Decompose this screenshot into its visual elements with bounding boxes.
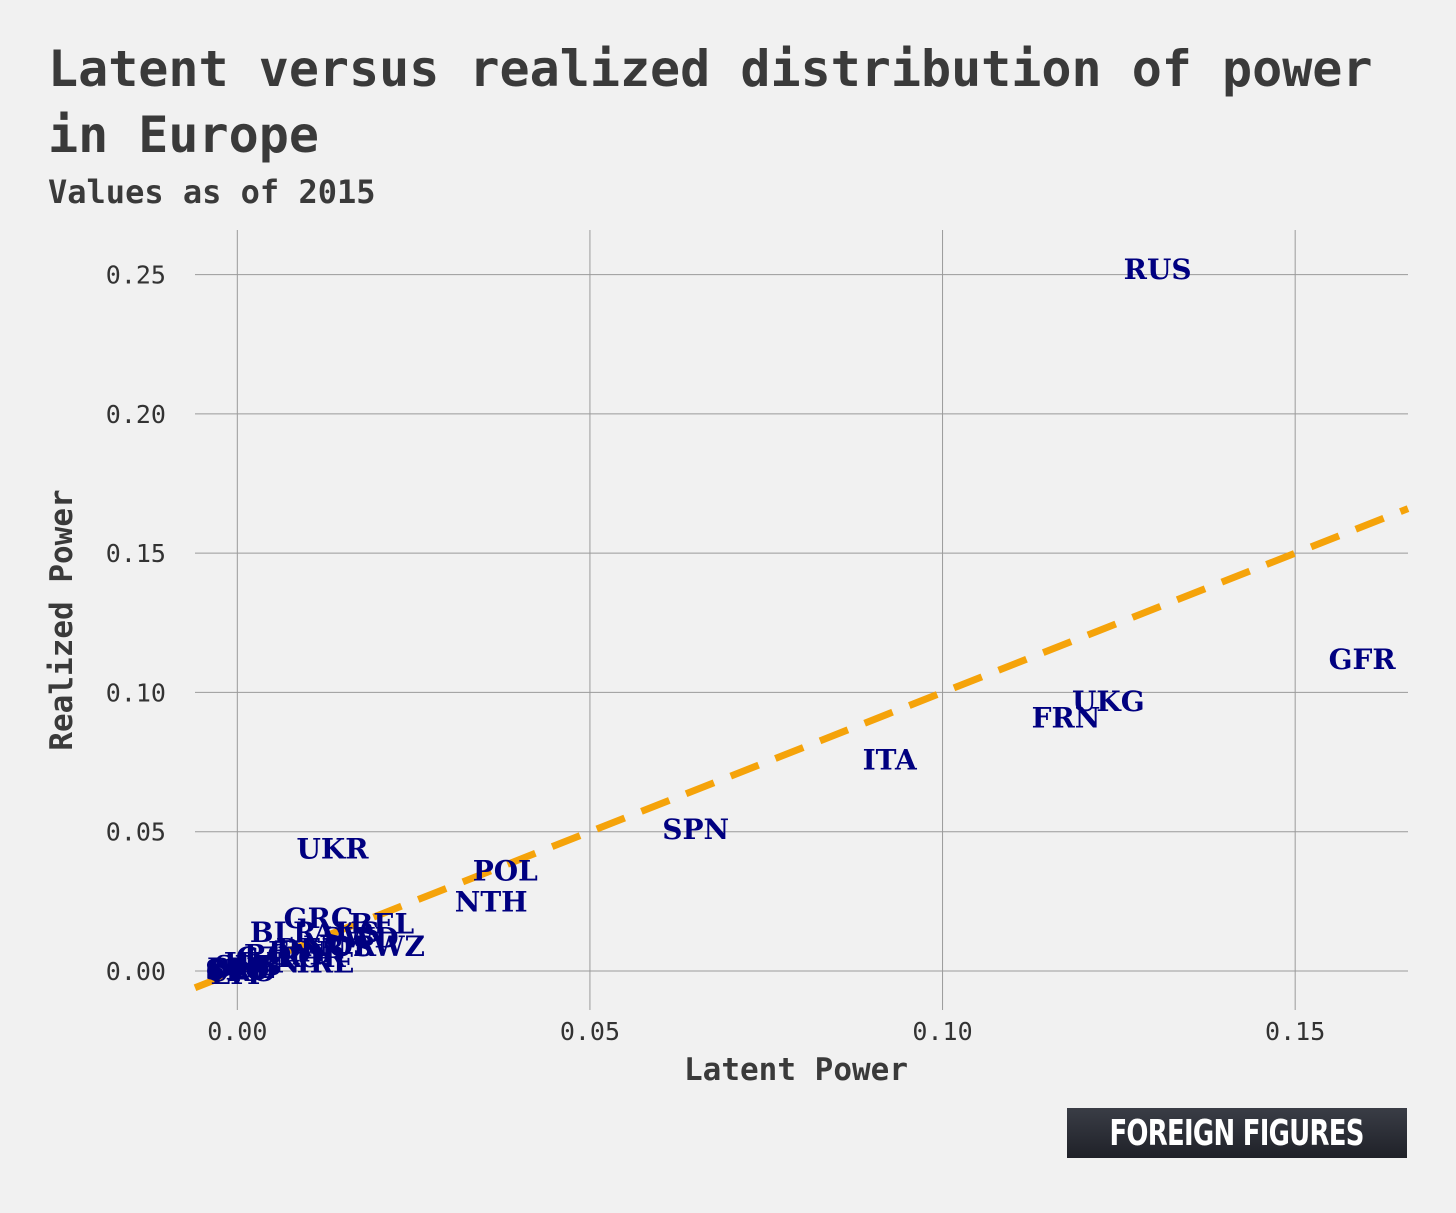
y-tick-label: 0.05 [106, 818, 166, 847]
point-label-aus: AUS [312, 916, 379, 949]
point-label-cro: CRO [206, 955, 276, 988]
point-label-czr: CZR [236, 941, 303, 974]
point-label-ukg: UKG [1072, 685, 1145, 718]
y-tick-label: 0.10 [106, 678, 166, 707]
x-tick-label: 0.00 [207, 1017, 267, 1046]
point-label-spn: SPN [662, 813, 729, 846]
point-label-ire: IRE [297, 947, 355, 980]
y-tick-label: 0.20 [106, 400, 166, 429]
point-label-den: DEN [276, 933, 347, 966]
point-label-rus: RUS [1124, 253, 1192, 286]
y-axis-title: Realized Power [44, 489, 80, 750]
chart-subtitle: Values as of 2015 [48, 173, 376, 211]
point-label-bel: BEL [350, 908, 415, 941]
point-label-rom: ROM [244, 938, 323, 971]
point-label-fin: FIN [268, 936, 327, 969]
reference-line-layer [193, 505, 1410, 991]
grid [195, 230, 1408, 1010]
point-label-gfr: GFR [1329, 643, 1397, 676]
point-label-slo: SLO [205, 954, 269, 987]
point-label-por: POR [277, 941, 346, 974]
point-label-pol: POL [473, 855, 538, 888]
point-label-frn: FRN [1032, 702, 1101, 735]
y-tick-label: 0.15 [106, 539, 166, 568]
point-label-swz: SWZ [353, 930, 425, 963]
point-label-blr: BLR [250, 916, 317, 949]
point-label-bul: BUL [207, 952, 275, 985]
x-axis-title: Latent Power [684, 1052, 908, 1088]
y-tick-label: 0.25 [106, 261, 166, 290]
point-label-lit: LIT [211, 958, 265, 991]
reference-line-y-equals-x [193, 505, 1410, 991]
x-tick-label: 0.10 [912, 1017, 972, 1046]
point-label-nor: NOR [303, 930, 377, 963]
x-tick-label: 0.15 [1265, 1017, 1325, 1046]
point-label-nth: NTH [455, 885, 528, 918]
point-labels: RUSGFRUKGFRNITASPNUKRPOLNTHGRCBELBLRAUSS… [205, 253, 1396, 991]
logo-text: FOREIGN FIGURES [1109, 1112, 1365, 1154]
point-label-ukr: UKR [297, 832, 370, 865]
point-label-hun: HUN [224, 947, 300, 980]
tick-labels: 0.00 0.05 0.10 0.15 0.00 0.05 0.10 0.15 0.20 0.25 [106, 261, 1325, 1046]
point-label-swd: SWD [323, 922, 399, 955]
x-tick-label: 0.05 [560, 1017, 620, 1046]
foreign-figures-logo: FOREIGN FIGURES [1067, 1108, 1407, 1158]
point-label-ita: ITA [863, 743, 918, 776]
point-label-grc: GRC [284, 902, 353, 935]
point-label-srb: SRB [214, 949, 281, 982]
chart-title: Latent versus realized distribution of p… [48, 40, 1373, 164]
y-tick-label: 0.00 [106, 957, 166, 986]
